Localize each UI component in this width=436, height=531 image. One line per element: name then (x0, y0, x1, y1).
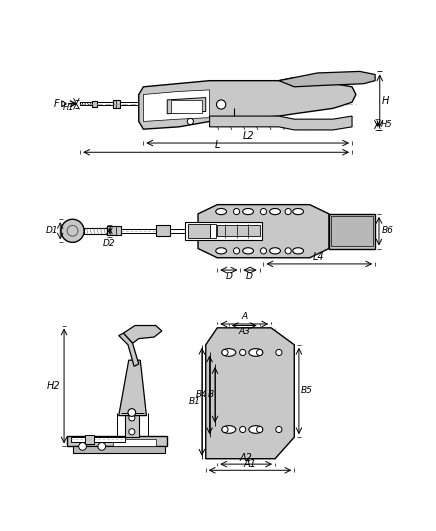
Text: H2: H2 (47, 381, 60, 391)
Circle shape (233, 209, 240, 215)
Circle shape (256, 349, 263, 356)
Circle shape (233, 248, 240, 254)
Polygon shape (210, 116, 352, 130)
Text: H5: H5 (381, 120, 392, 129)
Circle shape (285, 248, 291, 254)
Text: B4: B4 (196, 390, 208, 399)
Circle shape (276, 426, 282, 433)
Text: A1: A1 (243, 459, 256, 469)
Ellipse shape (269, 248, 280, 254)
Polygon shape (198, 204, 329, 258)
Bar (329, 214, 375, 249)
Bar (120, 102, 143, 105)
Polygon shape (123, 326, 162, 343)
Circle shape (240, 349, 246, 356)
Bar (97, 102, 112, 105)
Text: B6: B6 (382, 226, 394, 235)
Ellipse shape (243, 209, 253, 215)
Ellipse shape (269, 209, 280, 215)
Text: H1: H1 (62, 103, 74, 112)
Text: D: D (246, 272, 253, 281)
Circle shape (61, 219, 84, 242)
Circle shape (128, 409, 136, 416)
Ellipse shape (293, 209, 303, 215)
Bar (156, 226, 170, 236)
Text: H: H (382, 96, 389, 106)
Circle shape (98, 442, 106, 450)
Polygon shape (139, 78, 356, 129)
Bar (125, 414, 139, 437)
Text: A3: A3 (238, 327, 250, 336)
Polygon shape (167, 98, 206, 114)
Text: D: D (225, 272, 232, 281)
Circle shape (217, 100, 226, 109)
Bar (84, 228, 107, 234)
Bar (170, 228, 185, 233)
Text: B1: B1 (188, 397, 201, 406)
Text: D2: D2 (103, 238, 116, 247)
Circle shape (260, 209, 266, 215)
Bar (113, 439, 156, 447)
Text: L4: L4 (313, 252, 325, 262)
Polygon shape (119, 333, 139, 366)
Circle shape (222, 349, 228, 356)
Circle shape (222, 426, 228, 433)
Bar (85, 435, 94, 444)
Ellipse shape (222, 349, 236, 356)
Ellipse shape (216, 209, 227, 215)
Bar (67, 435, 167, 447)
Bar (71, 437, 125, 442)
Circle shape (78, 442, 86, 450)
Circle shape (129, 415, 135, 421)
Circle shape (67, 226, 78, 236)
Bar (331, 216, 373, 246)
Text: L: L (215, 140, 220, 150)
Circle shape (256, 426, 263, 433)
Bar (121, 228, 156, 233)
Text: L2: L2 (242, 131, 254, 141)
Text: D1: D1 (45, 226, 58, 235)
Circle shape (240, 426, 246, 433)
Text: A: A (241, 312, 247, 321)
Bar (107, 226, 121, 235)
Bar (112, 100, 120, 108)
Polygon shape (119, 360, 146, 416)
Bar (80, 102, 92, 105)
Ellipse shape (293, 248, 303, 254)
Bar (210, 224, 216, 238)
Text: F: F (54, 99, 59, 109)
Circle shape (276, 349, 282, 356)
Text: A2: A2 (239, 452, 252, 463)
Bar (188, 224, 210, 238)
Circle shape (260, 248, 266, 254)
Polygon shape (279, 72, 375, 87)
Circle shape (181, 100, 190, 109)
Ellipse shape (243, 248, 253, 254)
Polygon shape (62, 101, 66, 107)
Bar (72, 447, 165, 452)
Bar (92, 101, 97, 107)
Text: B5: B5 (301, 387, 313, 396)
Polygon shape (143, 90, 210, 122)
Ellipse shape (222, 426, 236, 433)
Bar (217, 226, 260, 236)
Text: B: B (207, 390, 214, 399)
Circle shape (187, 118, 194, 125)
Circle shape (129, 429, 135, 435)
Ellipse shape (249, 349, 263, 356)
Bar (171, 100, 202, 113)
Bar (185, 221, 262, 240)
Circle shape (285, 209, 291, 215)
Ellipse shape (249, 426, 263, 433)
Polygon shape (206, 328, 294, 459)
Ellipse shape (216, 248, 227, 254)
